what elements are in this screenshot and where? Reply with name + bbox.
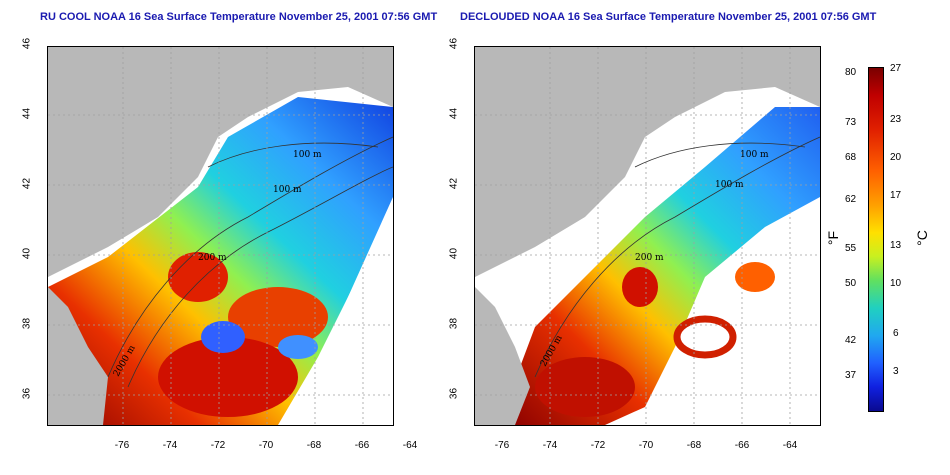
y-tick-label: 40 [448, 247, 460, 260]
x-tick-label: -72 [590, 440, 606, 451]
cold-patch [278, 335, 318, 359]
cold-patch [201, 321, 245, 353]
fahrenheit-label: 42 [845, 335, 857, 346]
x-tick-label: -72 [210, 440, 226, 451]
fahrenheit-label: 73 [845, 117, 857, 128]
contour-label: 100 m [740, 150, 769, 160]
celsius-label: 17 [890, 190, 902, 201]
x-tick-label: -68 [686, 440, 702, 451]
fahrenheit-label: 55 [845, 243, 857, 254]
contour-label: 200 m [635, 253, 664, 263]
celsius-label: 27 [890, 63, 902, 74]
y-tick-label: 36 [448, 387, 460, 400]
celsius-label: 3 [893, 366, 899, 377]
fahrenheit-label: 68 [845, 152, 857, 163]
land-mass [475, 287, 530, 425]
land-mass [48, 287, 108, 425]
fahrenheit-label: 37 [845, 370, 857, 381]
sst-map-right: 100 m 100 m 200 m 2000 m [474, 46, 821, 426]
warm-eddy [158, 337, 298, 417]
x-tick-label: -74 [542, 440, 558, 451]
y-tick-label: 46 [21, 37, 33, 50]
y-tick-label: 38 [21, 317, 33, 330]
no-data-region [288, 197, 393, 425]
unit-celsius: °C [913, 230, 930, 246]
land-mass [48, 47, 393, 277]
isobath [127, 166, 393, 388]
warm-eddy [535, 357, 635, 417]
isobath [534, 136, 820, 378]
y-tick-label: 42 [21, 177, 33, 190]
y-tick-label: 42 [448, 177, 460, 190]
panel-title-right: DECLOUDED NOAA 16 Sea Surface Temperatur… [460, 11, 877, 23]
x-tick-label: -76 [114, 440, 130, 451]
panel-title-left: RU COOL NOAA 16 Sea Surface Temperature … [40, 11, 438, 23]
fahrenheit-label: 50 [845, 278, 857, 289]
celsius-label: 10 [890, 278, 902, 289]
contour-label: 100 m [293, 150, 322, 160]
fahrenheit-label: 80 [845, 67, 857, 78]
x-tick-label: -66 [354, 440, 370, 451]
unit-fahrenheit: °F [825, 230, 842, 246]
warm-eddy [735, 262, 775, 292]
warm-eddy [673, 315, 737, 359]
y-tick-label: 46 [448, 37, 460, 50]
x-tick-label: -64 [402, 440, 418, 451]
warm-eddy [622, 267, 658, 307]
y-tick-label: 40 [21, 247, 33, 260]
celsius-label: 6 [893, 328, 899, 339]
contour-label: 100 m [273, 185, 302, 195]
contour-label: 200 m [198, 253, 227, 263]
temperature-colorbar [868, 67, 884, 412]
celsius-label: 23 [890, 114, 902, 125]
sst-swath [505, 107, 820, 425]
x-tick-label: -68 [306, 440, 322, 451]
sst-map-left: 100 m 100 m 200 m 2000 m [47, 46, 394, 426]
x-tick-label: -76 [494, 440, 510, 451]
y-tick-label: 44 [21, 107, 33, 120]
contour-label: 100 m [715, 180, 744, 190]
x-tick-label: -64 [782, 440, 798, 451]
x-tick-label: -70 [638, 440, 654, 451]
x-tick-label: -74 [162, 440, 178, 451]
isobath [107, 136, 393, 378]
y-tick-label: 44 [448, 107, 460, 120]
isobath [207, 142, 379, 168]
land-mass [475, 47, 820, 277]
celsius-label: 20 [890, 152, 902, 163]
warm-eddy [228, 287, 328, 347]
x-tick-label: -70 [258, 440, 274, 451]
x-tick-label: -66 [734, 440, 750, 451]
fahrenheit-label: 62 [845, 194, 857, 205]
y-tick-label: 36 [21, 387, 33, 400]
celsius-label: 13 [890, 240, 902, 251]
y-tick-label: 38 [448, 317, 460, 330]
isobath [634, 142, 806, 168]
